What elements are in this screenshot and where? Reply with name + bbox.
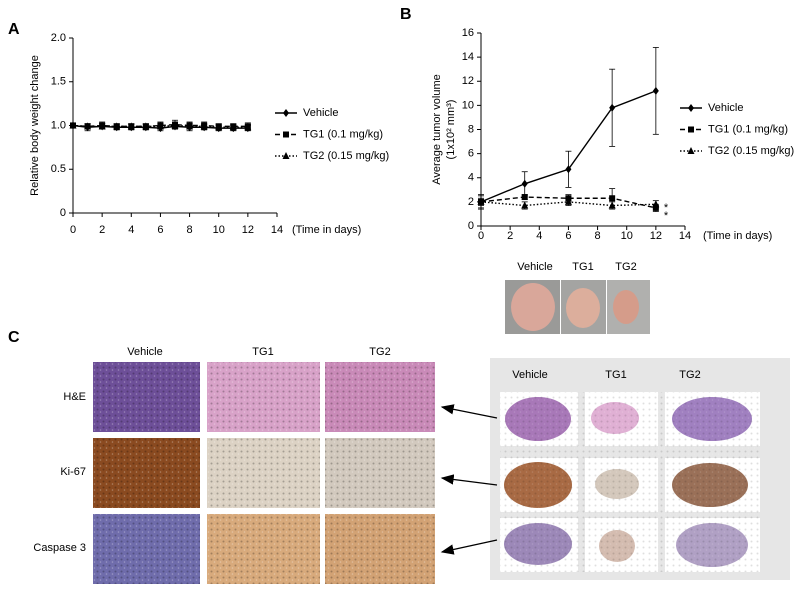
x-axis-label: (Time in days) <box>703 230 772 242</box>
legend-marker <box>688 104 694 112</box>
data-point <box>156 122 164 130</box>
x-axis-label: (Time in days) <box>292 224 361 236</box>
y-tick-label: 2 <box>468 196 474 208</box>
photo-label: TG1 <box>572 261 593 273</box>
x-tick-label: 0 <box>70 224 76 236</box>
x-tick-label: 2 <box>507 230 513 242</box>
y-tick-label: 0 <box>60 207 66 219</box>
x-tick-label: 2 <box>99 224 105 236</box>
y-axis-label: Average tumor volume <box>431 74 443 184</box>
data-point <box>608 201 616 209</box>
data-point <box>186 122 194 130</box>
legend-marker <box>283 109 289 117</box>
data-point <box>84 122 92 130</box>
column-label: TG1 <box>605 369 626 381</box>
data-point <box>477 197 485 205</box>
legend-label: Vehicle <box>708 102 743 114</box>
data-point <box>215 123 223 131</box>
legend-label: TG2 (0.15 mg/kg) <box>303 150 389 162</box>
y-tick-label: 16 <box>462 27 474 39</box>
data-point <box>229 123 237 131</box>
panel-letter: B <box>400 6 412 23</box>
data-point <box>69 121 77 129</box>
data-point <box>565 165 572 174</box>
data-point <box>200 122 208 130</box>
column-label: TG1 <box>252 346 273 358</box>
x-tick-label: 14 <box>679 230 691 242</box>
x-tick-label: 14 <box>271 224 283 236</box>
x-tick-label: 4 <box>128 224 134 236</box>
data-point <box>127 122 135 130</box>
series-line <box>480 196 657 209</box>
y-tick-label: 12 <box>462 75 474 87</box>
arrows <box>440 404 498 555</box>
data-point <box>609 103 616 112</box>
tumor-photos <box>505 280 650 334</box>
x-tick-label: 6 <box>157 224 163 236</box>
y-axis-label: Relative body weight change <box>29 55 41 196</box>
y-tick-label: 8 <box>468 123 474 135</box>
column-label: TG2 <box>369 346 390 358</box>
data-point <box>521 194 528 201</box>
column-label: Vehicle <box>512 369 547 381</box>
legend-label: TG1 (0.1 mg/kg) <box>303 128 383 140</box>
data-point <box>564 197 572 205</box>
y-tick-label: 0 <box>468 220 474 232</box>
data-point <box>652 200 660 208</box>
legend-marker <box>687 147 695 154</box>
x-tick-label: 8 <box>187 224 193 236</box>
legend-label: TG1 (0.1 mg/kg) <box>708 123 788 135</box>
photo-label: Vehicle <box>517 261 552 273</box>
row-label: Ki-67 <box>60 466 86 478</box>
data-point <box>652 86 659 95</box>
row-label: H&E <box>63 391 86 403</box>
x-tick-label: 4 <box>536 230 542 242</box>
legend-label: TG2 (0.15 mg/kg) <box>708 145 794 157</box>
column-label: Vehicle <box>127 346 162 358</box>
panel-letter: A <box>8 21 20 38</box>
x-tick-label: 6 <box>565 230 571 242</box>
annotation: * <box>664 202 669 214</box>
legend-marker <box>283 131 289 138</box>
y-tick-label: 10 <box>462 99 474 111</box>
panel-letter: C <box>8 329 20 346</box>
y-tick-label: 1.0 <box>51 119 66 131</box>
x-tick-label: 10 <box>621 230 633 242</box>
column-label: TG2 <box>679 369 700 381</box>
annotation: * <box>664 210 669 222</box>
row-label: Caspase 3 <box>33 542 86 554</box>
legend-marker <box>282 152 290 159</box>
y-tick-label: 4 <box>468 172 474 184</box>
histology-images <box>93 362 435 584</box>
x-tick-label: 10 <box>213 224 225 236</box>
y-tick-label: 6 <box>468 148 474 160</box>
data-point <box>171 121 179 129</box>
y-tick-label: 1.5 <box>51 76 66 88</box>
data-point <box>98 122 106 130</box>
y-tick-label: 2.0 <box>51 32 66 44</box>
data-point <box>142 122 150 130</box>
data-point <box>521 201 529 209</box>
x-tick-label: 0 <box>478 230 484 242</box>
x-tick-label: 8 <box>595 230 601 242</box>
y-tick-label: 0.5 <box>51 163 66 175</box>
legend-marker <box>688 126 694 133</box>
y-tick-label: 14 <box>462 51 474 63</box>
data-point <box>244 123 252 131</box>
data-point <box>521 179 528 188</box>
x-tick-label: 12 <box>242 224 254 236</box>
y-axis-label: (1x10² mm³) <box>445 100 457 160</box>
data-point <box>113 122 121 130</box>
whole-slide-images <box>500 392 760 572</box>
photo-label: TG2 <box>615 261 636 273</box>
x-tick-label: 12 <box>650 230 662 242</box>
data-point <box>609 195 616 202</box>
legend-label: Vehicle <box>303 107 338 119</box>
